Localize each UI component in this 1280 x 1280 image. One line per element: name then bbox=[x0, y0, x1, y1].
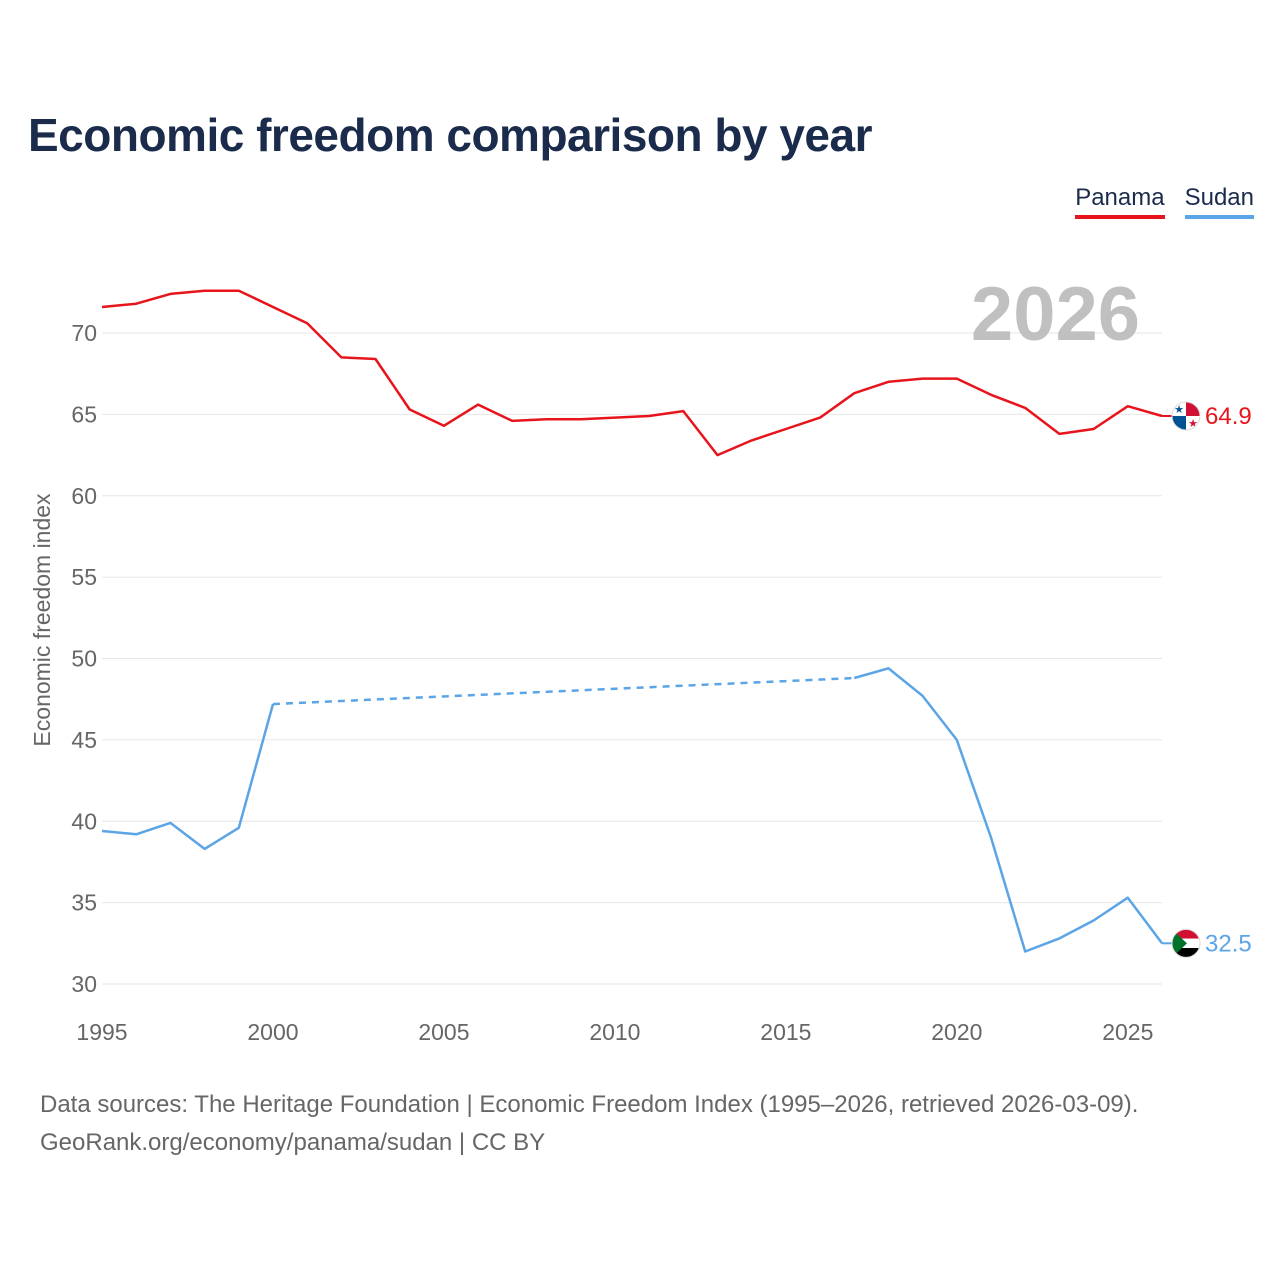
sudan-end-value-label: 32.5 bbox=[1205, 930, 1252, 957]
sudan-flag-icon bbox=[1171, 928, 1201, 958]
x-tick-label: 2010 bbox=[589, 1019, 640, 1045]
footer: Data sources: The Heritage Foundation | … bbox=[40, 1086, 1138, 1162]
line-chart: 30 35 40 45 50 55 60 65 70 1995 2000 2005 2010 2015 2… bbox=[29, 272, 1252, 1045]
data-source-note: Data sources: The Heritage Foundation | … bbox=[40, 1091, 1139, 1118]
legend: Panama Sudan bbox=[1075, 184, 1254, 219]
grid-lines bbox=[102, 332, 1162, 985]
y-tick-label: 40 bbox=[71, 808, 97, 834]
y-tick-label: 30 bbox=[71, 971, 97, 997]
source-link[interactable]: GeoRank.org/economy/panama/sudan | CC BY bbox=[40, 1129, 546, 1156]
legend-item-panama[interactable]: Panama bbox=[1075, 184, 1165, 219]
sudan-series-line[interactable] bbox=[853, 667, 1163, 953]
legend-item-sudan[interactable]: Sudan bbox=[1184, 184, 1254, 219]
current-year-watermark: 2026 bbox=[971, 272, 1140, 357]
series-lines bbox=[101, 289, 1163, 953]
x-tick-label: 2000 bbox=[247, 1019, 298, 1045]
x-tick-label: 1995 bbox=[76, 1019, 127, 1045]
svg-text:★: ★ bbox=[1188, 418, 1198, 430]
panama-series-line[interactable] bbox=[101, 289, 1163, 457]
x-axis-ticks: 1995 2000 2005 2010 2015 2020 2025 bbox=[76, 1019, 1153, 1045]
y-tick-label: 60 bbox=[71, 483, 97, 509]
x-tick-label: 2020 bbox=[931, 1019, 982, 1045]
y-tick-label: 65 bbox=[71, 401, 97, 427]
y-axis-label: Economic freedom index bbox=[29, 493, 55, 747]
y-tick-label: 35 bbox=[71, 890, 97, 916]
y-tick-label: 45 bbox=[71, 727, 97, 753]
x-tick-label: 2015 bbox=[760, 1019, 811, 1045]
panama-end-value-label: 64.9 bbox=[1205, 403, 1252, 430]
sudan-series-line[interactable] bbox=[101, 703, 275, 851]
y-tick-label: 55 bbox=[71, 564, 97, 590]
chart-title: Economic freedom comparison by year bbox=[28, 109, 873, 161]
y-tick-label: 50 bbox=[71, 646, 97, 672]
series-end-markers: ★★ 64.932.5 bbox=[1162, 401, 1252, 958]
x-tick-label: 2025 bbox=[1102, 1019, 1153, 1045]
svg-text:★: ★ bbox=[1174, 404, 1184, 416]
sudan-data-gap-line bbox=[272, 676, 855, 706]
panama-flag-icon: ★★ bbox=[1171, 401, 1201, 431]
y-tick-label: 70 bbox=[71, 320, 97, 346]
x-tick-label: 2005 bbox=[418, 1019, 469, 1045]
y-axis-ticks: 30 35 40 45 50 55 60 65 70 bbox=[71, 320, 97, 997]
